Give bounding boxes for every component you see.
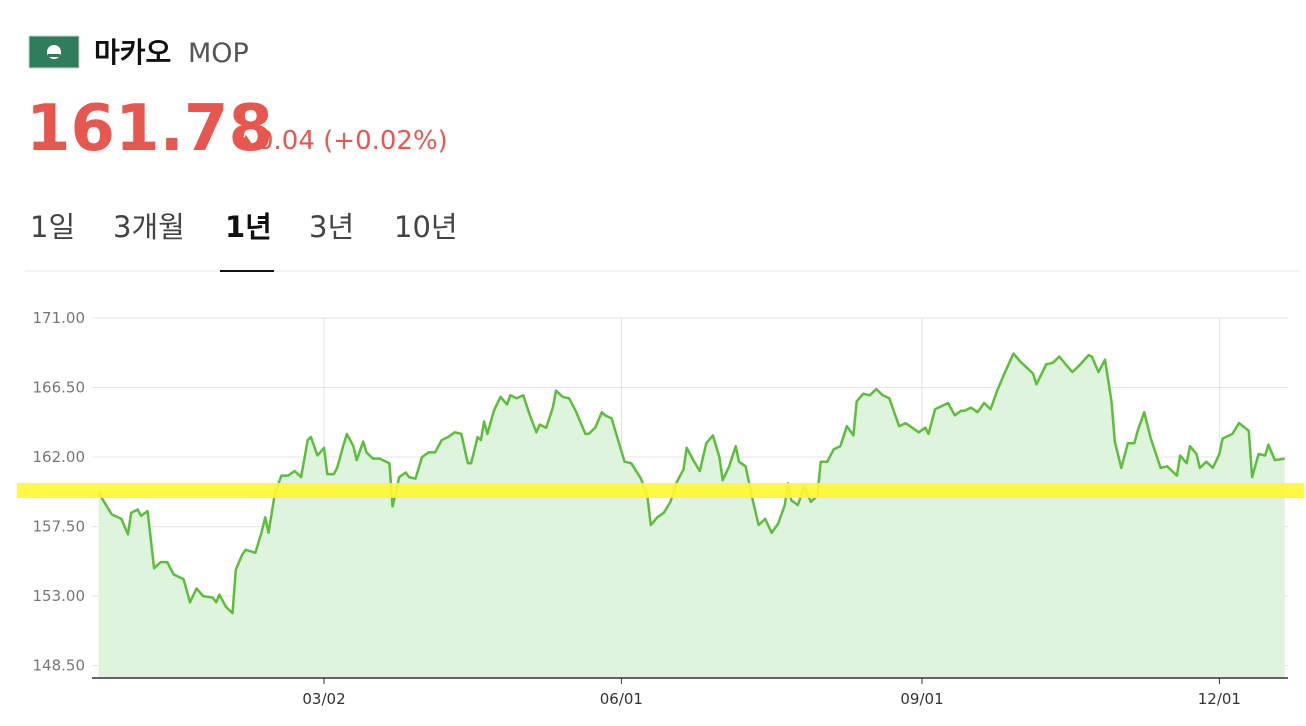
up-arrow xyxy=(238,135,254,147)
tab[interactable]: 10년 xyxy=(394,210,458,244)
y-tick-label: 157.50 xyxy=(33,518,86,536)
highlight-band xyxy=(17,483,1304,498)
tab[interactable]: 1년 xyxy=(225,210,272,244)
flag xyxy=(28,35,80,69)
y-tick-label: 162.00 xyxy=(33,448,86,466)
price-line xyxy=(97,352,1285,615)
tab[interactable]: 3년 xyxy=(309,210,354,244)
y-tick-label: 171.00 xyxy=(33,309,86,327)
price: 161.78 xyxy=(26,92,273,166)
currency-code: MOP xyxy=(188,38,249,69)
chart: 148.50 153.00 157.50 162.00 166.50 171.00 03/0… xyxy=(33,309,1288,708)
country-name: 마카오 xyxy=(94,36,171,69)
x-tick-label: 03/02 xyxy=(302,690,345,708)
tab-bar: 1일 3개월 1년 3년 10년 xyxy=(30,210,458,244)
x-tick-label: 12/01 xyxy=(1198,690,1241,708)
y-tick-label: 153.00 xyxy=(33,587,86,605)
y-tick-label: 148.50 xyxy=(33,657,86,675)
y-tick-label: 166.50 xyxy=(33,379,86,397)
tab[interactable]: 1일 xyxy=(30,210,75,244)
tab[interactable]: 3개월 xyxy=(113,210,185,244)
price-change: 0.04 (+0.02%) xyxy=(257,126,448,156)
area-fill xyxy=(98,353,1285,678)
x-tick-label: 09/01 xyxy=(900,690,943,708)
x-tick-label: 06/01 xyxy=(600,690,643,708)
